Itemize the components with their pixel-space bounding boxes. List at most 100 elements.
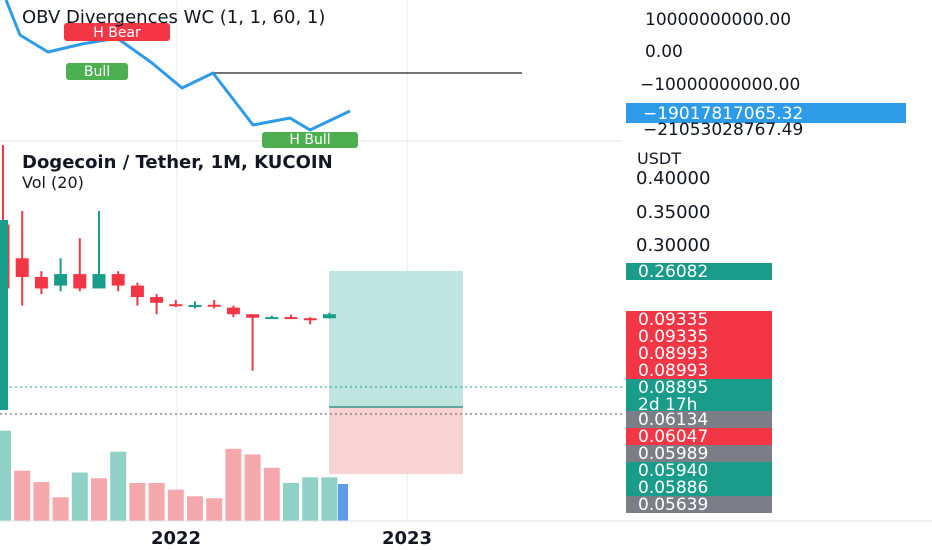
price-tag: 0.08993	[626, 361, 772, 381]
candle-body	[226, 307, 240, 315]
bull-tag: Bull	[66, 63, 128, 80]
bull-label: Bull	[84, 64, 110, 80]
price-axis[interactable]: USDT 0.40000 0.35000 0.30000	[636, 149, 710, 256]
volume-bar	[91, 478, 107, 521]
price-tag-bg	[626, 263, 772, 280]
price-tag-label: 0.05886	[638, 478, 708, 498]
price-tag-bg	[626, 345, 772, 362]
price-tag: 2d 17h	[626, 395, 772, 415]
h-bear-tag: H Bear	[64, 23, 170, 41]
candle-body	[188, 305, 202, 308]
volume-bar	[302, 477, 319, 521]
candle-body	[265, 317, 279, 320]
volume-bars	[0, 430, 348, 521]
time-label-2022: 2022	[151, 528, 201, 549]
price-tag: 0.09335	[626, 310, 772, 330]
price-tag-label: 0.05940	[638, 461, 708, 481]
price-tag: 0.06134	[626, 410, 772, 430]
h-bull-label: H Bull	[289, 132, 330, 148]
indicator-axis-label: 0.00	[645, 42, 683, 62]
price-tag-label: 0.06134	[638, 410, 708, 430]
price-tag-label: 0.06047	[638, 427, 708, 447]
price-tag-label: 0.05639	[638, 495, 708, 515]
candle-body	[34, 276, 48, 289]
volume-bar	[321, 477, 338, 521]
obv-line[interactable]	[4, 0, 351, 132]
indicator-title: OBV Divergences WC (1, 1, 60, 1)	[22, 7, 325, 28]
volume-bar	[129, 483, 146, 521]
candle-body	[73, 274, 87, 289]
candle-body	[130, 285, 144, 298]
indicator-axis-label: −10000000000.00	[640, 75, 800, 95]
volume-label: Vol (20)	[22, 173, 84, 192]
price-tag: 0.08993	[626, 344, 772, 364]
price-tag-label: 0.09335	[638, 327, 708, 347]
candle-body	[0, 220, 8, 410]
volume-bar	[167, 489, 184, 521]
price-tag-bg	[626, 445, 772, 462]
candle-body	[246, 314, 260, 318]
candle-body	[15, 258, 29, 277]
candle	[130, 282, 144, 306]
volume-bar	[14, 470, 31, 521]
price-tag-bg	[626, 496, 772, 513]
volume-bar	[206, 498, 223, 521]
price-tick: 0.35000	[636, 202, 710, 223]
price-tag-label: 0.08993	[638, 344, 708, 364]
position-target-zone[interactable]	[329, 271, 463, 407]
price-tag-bg	[626, 411, 772, 428]
h-bull-tag: H Bull	[262, 132, 358, 148]
price-tag: 0.05639	[626, 495, 772, 515]
price-tag-bg	[626, 396, 772, 413]
indicator-axis-label: 10000000000.00	[645, 10, 791, 30]
candle-body	[303, 318, 317, 321]
price-tag-label: 0.26082	[638, 262, 708, 282]
candle	[303, 317, 317, 325]
price-tag-label: 0.09335	[638, 310, 708, 330]
volume-bar	[187, 496, 203, 521]
candle	[34, 271, 48, 295]
price-tag: 0.26082	[626, 262, 772, 282]
candle	[54, 258, 68, 292]
candle	[73, 238, 87, 292]
candle	[226, 305, 240, 318]
candle-body	[169, 304, 183, 307]
price-tick: 0.30000	[636, 235, 710, 256]
currency-label: USDT	[637, 149, 681, 168]
candle	[246, 314, 260, 371]
candle	[265, 315, 279, 320]
candle	[92, 211, 106, 289]
volume-bar	[0, 430, 11, 521]
price-tag-label: 2d 17h	[638, 395, 697, 415]
indicator-axis-label: −21053028767.49	[643, 120, 803, 140]
price-tag-bg	[626, 328, 772, 345]
candle	[150, 294, 164, 315]
candles	[0, 145, 336, 410]
position-stop-zone[interactable]	[329, 407, 463, 474]
candle	[111, 271, 125, 292]
price-tag-label: 0.08895	[638, 378, 708, 398]
candle	[322, 312, 336, 319]
volume-bar	[263, 467, 280, 521]
indicator-current-value-tag	[626, 103, 906, 123]
indicator-current-value: −19017817065.32	[643, 104, 803, 124]
price-tag: 0.05886	[626, 478, 772, 498]
price-tags: 0.260820.093350.093350.089930.089930.088…	[626, 262, 772, 515]
volume-bar-highlight	[338, 484, 348, 521]
candle-body	[92, 274, 106, 289]
price-tag: 0.05940	[626, 461, 772, 481]
volume-bar	[110, 451, 127, 521]
price-tag-bg	[626, 462, 772, 479]
time-label-2023: 2023	[382, 528, 432, 549]
candle	[284, 314, 298, 320]
volume-bar	[71, 472, 88, 521]
price-tag-label: 0.08993	[638, 361, 708, 381]
volume-bar	[52, 497, 69, 521]
candle-body	[207, 304, 221, 307]
price-tick: 0.40000	[636, 168, 710, 189]
candle	[15, 211, 29, 306]
volume-bar	[33, 482, 50, 521]
volume-bar	[225, 448, 242, 521]
indicator-axis: 10000000000.00 0.00 −10000000000.00 −190…	[626, 10, 906, 140]
